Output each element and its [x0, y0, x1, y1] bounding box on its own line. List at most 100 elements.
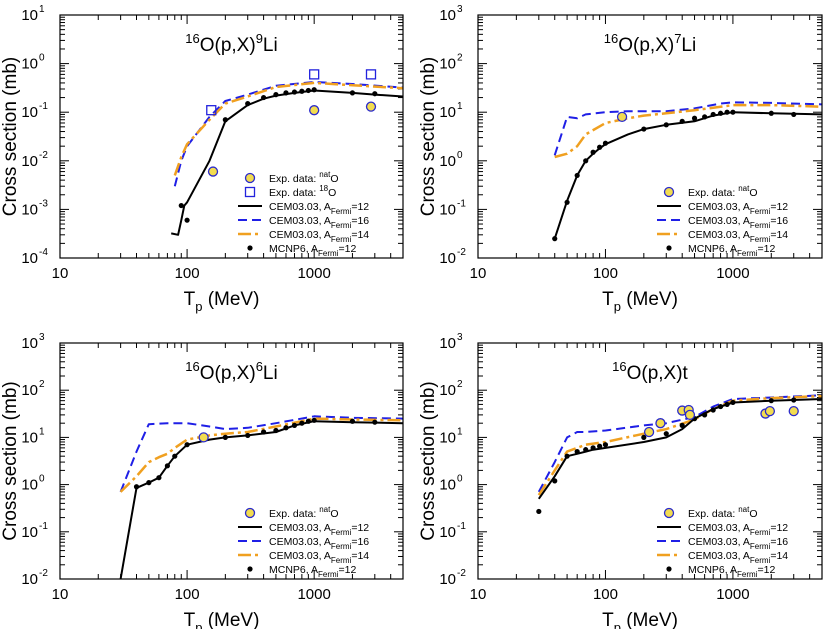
legend-label: CEM03.03, AFermi=12	[688, 522, 788, 537]
y-axis-label: Cross section (mb)	[418, 381, 439, 540]
y-tick-label-exponent: 0	[39, 474, 45, 485]
data-point-mcnp	[291, 422, 298, 428]
data-point-mcnp	[710, 111, 716, 118]
y-tick-label-exponent: 1	[457, 101, 463, 112]
legend-label: CEM03.03, AFermi=16	[269, 536, 369, 551]
data-point-mcnp	[260, 94, 267, 101]
data-point-mcnp	[311, 417, 317, 423]
legend-symbol	[666, 566, 672, 572]
chart-title: 16O(p,X)7Li	[604, 31, 696, 56]
legend-label: CEM03.03, AFermi=16	[688, 215, 788, 230]
data-point-mcnp	[536, 508, 542, 515]
x-tick-label: 10	[470, 265, 487, 282]
legend-label: CEM03.03, AFermi=12	[269, 522, 369, 537]
data-point-mcnp	[372, 419, 378, 425]
data-point-exp_nat	[643, 426, 655, 438]
x-axis-label: Tp (MeV)	[602, 289, 678, 314]
y-tick-label-exponent: 2	[457, 53, 463, 64]
y-tick-label: 10	[21, 56, 38, 73]
x-tick-label: 10	[52, 586, 69, 603]
data-point-mcnp	[305, 418, 311, 424]
data-point-mcnp	[663, 122, 669, 128]
y-tick-label-exponent: 2	[457, 379, 463, 390]
data-point-mcnp	[305, 87, 311, 94]
y-tick-label: 10	[439, 250, 456, 267]
data-point-exp_nat	[616, 111, 628, 123]
plot-frame	[59, 342, 404, 580]
y-tick-label-exponent: -2	[39, 568, 48, 579]
series-line-cem14	[554, 103, 822, 159]
plot-frame	[477, 14, 823, 259]
x-axis-label: Tp (MeV)	[602, 610, 678, 629]
legend-label: Exp. data: natO	[688, 184, 758, 199]
y-tick-label: 10	[439, 429, 456, 446]
series-line-cem14	[173, 81, 403, 176]
x-tick-label: 1000	[297, 586, 330, 603]
x-tick-label: 100	[593, 586, 618, 603]
legend-label: MCNP6, AFermi=12	[688, 564, 775, 579]
legend-label: CEM03.03, AFermi=16	[688, 536, 788, 551]
y-tick-label-exponent: -4	[39, 247, 48, 258]
data-point-mcnp	[717, 110, 724, 116]
legend-label: CEM03.03, AFermi=16	[269, 215, 369, 230]
y-tick-label-exponent: -2	[457, 568, 466, 579]
legend-label: CEM03.03, AFermi=12	[269, 201, 369, 216]
series-line-cem16	[537, 394, 822, 493]
y-tick-label: 10	[439, 201, 456, 218]
y-tick-label: 10	[439, 153, 456, 170]
data-point-mcnp	[299, 88, 305, 94]
y-tick-label: 10	[21, 250, 38, 267]
legend-symbol	[666, 245, 672, 251]
data-point-exp_nat	[309, 105, 320, 116]
x-tick-label: 100	[175, 586, 200, 603]
plot-area	[552, 101, 822, 242]
y-axis-label: Cross section (mb)	[0, 57, 21, 216]
data-point-mcnp	[146, 480, 152, 486]
data-point-mcnp	[311, 87, 317, 93]
plot-frame	[59, 14, 404, 259]
y-tick-label: 10	[439, 335, 456, 352]
data-point-mcnp	[597, 144, 603, 150]
series-line-cem16	[119, 415, 403, 493]
y-tick-label: 10	[21, 7, 38, 24]
x-tick-label: 100	[175, 265, 200, 282]
data-point-mcnp	[583, 447, 589, 453]
legend-label: CEM03.03, AFermi=14	[688, 550, 788, 565]
data-point-mcnp	[602, 442, 609, 448]
series-line-cem14	[119, 417, 403, 493]
y-tick-label: 10	[21, 477, 38, 494]
y-tick-label-exponent: 3	[457, 332, 463, 343]
data-point-mcnp	[564, 453, 570, 459]
y-tick-label: 10	[21, 429, 38, 446]
data-point-mcnp	[222, 434, 228, 440]
y-tick-label-exponent: -1	[39, 521, 48, 532]
legend-symbol	[663, 186, 675, 198]
data-point-mcnp	[590, 149, 596, 155]
x-tick-label: 100	[593, 265, 618, 282]
data-point-mcnp	[245, 101, 251, 107]
data-point-mcnp	[291, 89, 298, 95]
legend-label: MCNP6, AFermi=12	[269, 243, 356, 258]
y-tick-label-exponent: -1	[457, 521, 466, 532]
chart-title: 16O(p,X)9Li	[185, 31, 277, 56]
data-point-mcnp	[724, 401, 730, 408]
data-point-mcnp	[552, 478, 558, 484]
data-point-mcnp	[283, 90, 289, 96]
data-point-mcnp	[710, 407, 716, 413]
data-point-mcnp	[283, 425, 289, 431]
y-tick-label: 10	[439, 7, 456, 24]
y-tick-label: 10	[439, 56, 456, 73]
legend-label: CEM03.03, AFermi=14	[269, 550, 369, 565]
y-tick-label: 10	[21, 201, 38, 218]
data-point-mcnp	[691, 115, 698, 121]
data-point-exp_nat	[788, 405, 799, 417]
chart-title: 16O(p,X)6Li	[185, 359, 277, 384]
y-tick-label: 10	[21, 524, 38, 541]
data-point-mcnp	[717, 403, 724, 410]
data-point-mcnp	[349, 90, 356, 96]
